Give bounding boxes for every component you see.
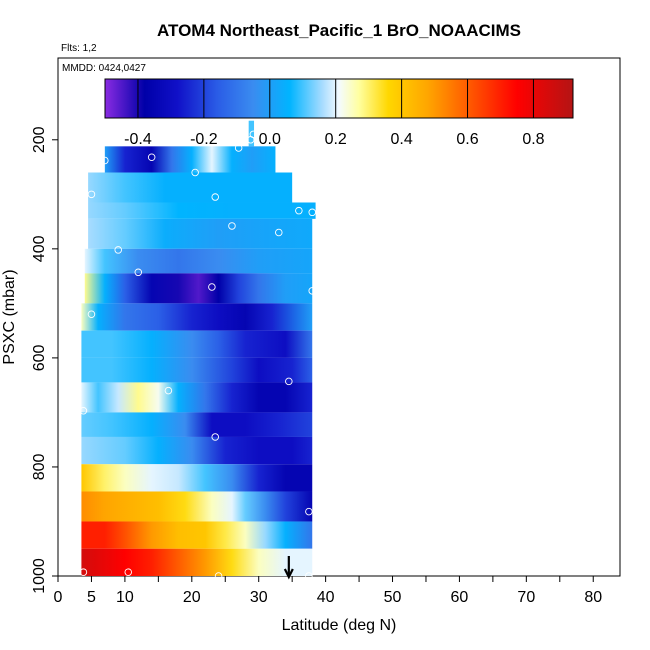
colorbar-tick-label: 0.0 xyxy=(259,131,281,148)
heatmap-band xyxy=(81,357,313,383)
arrow-marker xyxy=(283,556,294,580)
heatmap-band xyxy=(84,273,313,304)
sample-marker xyxy=(208,283,216,291)
sample-marker xyxy=(124,568,132,576)
colorbar-tick-label: -0.2 xyxy=(190,131,218,148)
sample-marker xyxy=(134,268,143,277)
heatmap-band xyxy=(81,491,313,522)
x-tick-label: 60 xyxy=(451,589,469,606)
sample-marker xyxy=(114,246,122,254)
colorbar-tick-label: 0.2 xyxy=(325,131,347,148)
sample-marker xyxy=(214,572,223,580)
y-tick-label: 800 xyxy=(31,454,48,481)
x-axis: 0 5 10 20 30 40 50 60 70 80 xyxy=(54,576,602,606)
sample-marker xyxy=(285,377,293,386)
heatmap-band xyxy=(81,464,313,492)
sample-marker xyxy=(305,572,313,580)
sample-marker xyxy=(228,222,236,230)
x-tick-label: 0 xyxy=(54,589,63,606)
colorbar-tick-label: 0.4 xyxy=(390,131,412,148)
flights-label: Flts: 1,2 xyxy=(61,43,97,54)
heatmap-band xyxy=(81,330,313,358)
chart-title: ATOM4 Northeast_Pacific_1 BrO_NOAACIMS xyxy=(157,21,521,40)
heatmap-band xyxy=(248,120,255,147)
sample-marker xyxy=(234,144,243,152)
y-axis-label: PSXC (mbar) xyxy=(1,269,18,364)
x-tick-label: 40 xyxy=(317,589,335,606)
sample-marker xyxy=(308,287,316,295)
heatmap xyxy=(81,120,316,576)
sample-marker xyxy=(87,190,96,199)
sample-marker xyxy=(147,153,156,161)
heatmap-band xyxy=(81,521,313,549)
sample-marker xyxy=(191,168,199,177)
x-tick-label: 30 xyxy=(250,589,268,606)
x-tick-label: 70 xyxy=(517,589,535,606)
colorbar-tick-label: -0.4 xyxy=(124,131,152,148)
heatmap-band xyxy=(81,303,313,331)
x-tick-label: 20 xyxy=(183,589,201,606)
y-tick-label: 600 xyxy=(31,344,48,371)
heatmap-band xyxy=(81,382,313,413)
sample-marker xyxy=(87,310,96,319)
y-tick-label: 1000 xyxy=(31,558,48,594)
heatmap-band xyxy=(81,436,313,465)
sample-marker xyxy=(211,193,219,201)
sample-marker xyxy=(164,386,173,395)
heatmap-band xyxy=(104,146,276,173)
sample-markers xyxy=(79,130,316,580)
heatmap-band xyxy=(88,172,293,203)
colorbar: -0.4 -0.2 0.0 0.2 0.4 0.6 0.8 xyxy=(104,78,574,148)
plot-frame xyxy=(57,57,621,577)
dates-label: MMDD: 0424,0427 xyxy=(62,63,146,74)
heatmap-band xyxy=(81,548,313,576)
sample-marker xyxy=(211,433,219,441)
heatmap-band xyxy=(88,202,316,219)
colorbar-tick-label: 0.8 xyxy=(522,131,544,148)
arrow-head xyxy=(283,568,294,580)
x-tick-label: 10 xyxy=(116,589,134,606)
heatmap-band xyxy=(88,218,313,249)
y-tick-label: 400 xyxy=(31,235,48,262)
y-axis: 200 400 600 800 1000 xyxy=(31,126,58,594)
sample-marker xyxy=(305,507,313,516)
colorbar-tick-label: 0.6 xyxy=(456,131,478,148)
sample-marker xyxy=(79,568,88,576)
x-axis-label: Latitude (deg N) xyxy=(282,617,397,634)
sample-marker xyxy=(308,208,316,217)
x-tick-label: 5 xyxy=(87,589,96,606)
y-tick-label: 200 xyxy=(31,126,48,153)
heatmap-band xyxy=(84,248,313,274)
colorbar-bar xyxy=(104,78,574,119)
sample-marker xyxy=(275,228,283,237)
x-tick-label: 50 xyxy=(384,589,402,606)
heatmap-band xyxy=(81,412,313,437)
sample-marker xyxy=(246,136,255,144)
sample-marker xyxy=(295,206,303,215)
sample-marker xyxy=(79,407,88,415)
x-tick-label: 80 xyxy=(584,589,602,606)
sample-marker xyxy=(101,156,109,165)
